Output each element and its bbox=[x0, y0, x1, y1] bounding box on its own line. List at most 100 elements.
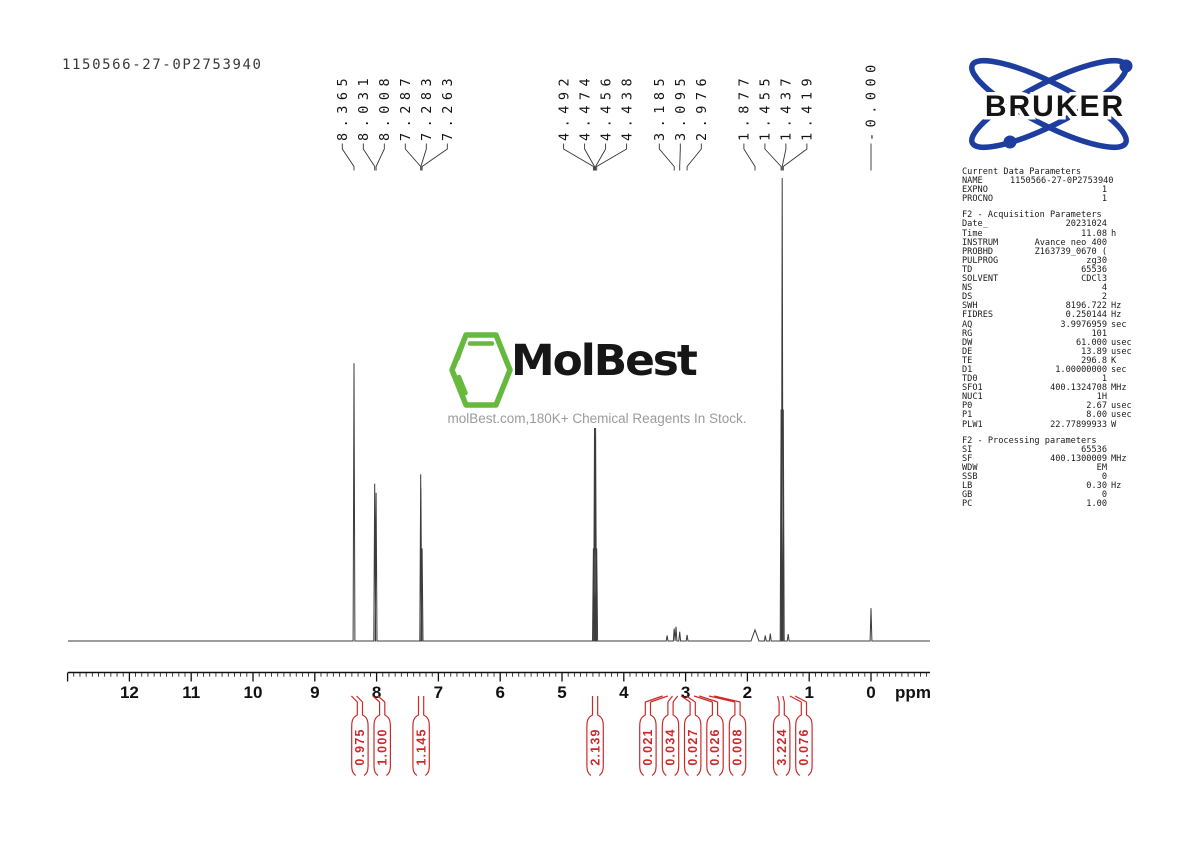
parameter-name: P0 bbox=[962, 401, 973, 412]
parameter-value: 3.9976959 bbox=[1060, 319, 1107, 330]
parameter-value: 400.1300009 bbox=[1050, 453, 1107, 464]
axis-tick-label: 4 bbox=[619, 683, 629, 702]
watermark-brand: MolBest bbox=[511, 336, 698, 386]
parameter-row: P0 2.67 usec bbox=[962, 402, 1138, 411]
parameter-value: 11.08 bbox=[1081, 228, 1107, 239]
peak-label: 4.438 bbox=[619, 73, 635, 141]
parameter-unit bbox=[1107, 275, 1138, 284]
peak-label-connector bbox=[584, 143, 595, 171]
parameter-value: Z163739_0670 ( bbox=[1034, 246, 1107, 257]
axis-tick-label: 9 bbox=[310, 683, 319, 702]
peak-label: 3.185 bbox=[652, 73, 668, 141]
parameter-unit: MHz bbox=[1111, 383, 1127, 394]
parameter-name: DS bbox=[962, 292, 973, 303]
peak-label-connector bbox=[782, 143, 808, 171]
parameter-unit: MHz bbox=[1111, 453, 1127, 464]
peak-label-connector bbox=[563, 143, 594, 171]
integral-bracket bbox=[372, 695, 391, 776]
parameter-name: PLW1 bbox=[962, 419, 983, 430]
parameter-row: TD 65536 bbox=[962, 265, 1138, 275]
peak-label-connector bbox=[743, 143, 756, 171]
parameter-row: SF 400.1300009 MHz bbox=[962, 453, 1138, 464]
parameter-name: DE bbox=[962, 346, 973, 357]
axis-tick-label: 7 bbox=[434, 683, 443, 702]
peak-label-connector bbox=[421, 143, 448, 171]
peak-label: 4.474 bbox=[577, 73, 593, 141]
parameter-section: F2 - Acquisition Parameters Date_ 20231024… bbox=[962, 211, 1138, 429]
peak-label-connector bbox=[595, 143, 607, 171]
peak-label: 8.008 bbox=[377, 73, 393, 141]
parameter-name: SWH bbox=[962, 301, 978, 312]
parameter-unit bbox=[1107, 284, 1138, 293]
x-axis: 12 11 10 9 8 7 6 5 4 3 2 1 0 ppm bbox=[66, 671, 931, 702]
peak-label: 1.455 bbox=[758, 73, 774, 141]
parameter-name: TD0 bbox=[962, 374, 978, 385]
parameter-name: PROCNO bbox=[962, 194, 994, 205]
parameter-name: RG bbox=[962, 328, 973, 339]
parameter-unit bbox=[1113, 177, 1144, 186]
atom-orbits-icon bbox=[969, 57, 1133, 151]
peak-labels: 8.365 8.031 8.008 7.287 7.283 7.263 4.492 4.474… bbox=[335, 59, 880, 141]
integral-bracket bbox=[412, 696, 430, 776]
parameter-unit bbox=[1107, 266, 1138, 275]
parameter-row: PLW1 22.77899933 W bbox=[962, 419, 1138, 430]
peak-label-connector bbox=[341, 143, 355, 171]
integral-bracket bbox=[586, 696, 604, 776]
axis-tick-label: 1 bbox=[804, 683, 813, 702]
integral-value: 0.026 bbox=[708, 728, 722, 765]
parameter-value: 8.00 bbox=[1086, 410, 1107, 421]
parameter-value: 2.67 bbox=[1086, 401, 1107, 412]
parameter-name: SOLVENT bbox=[962, 274, 999, 285]
parameter-name: NAME bbox=[962, 176, 983, 187]
peak-label: 4.456 bbox=[598, 73, 614, 141]
integral-value: 2.139 bbox=[588, 728, 602, 765]
axis-unit-label: ppm bbox=[895, 683, 931, 702]
parameter-name: Time bbox=[962, 228, 983, 239]
integral-bracket bbox=[693, 695, 724, 776]
parameter-value: Avance neo 400 bbox=[1034, 237, 1107, 248]
parameter-row: NUC1 1H bbox=[962, 393, 1138, 402]
parameter-row: PROCNO 1 bbox=[962, 195, 1138, 204]
parameter-row: SFO1 400.1324708 MHz bbox=[962, 384, 1138, 393]
bruker-logo: BRUKER bbox=[969, 57, 1133, 151]
integral-bracket bbox=[708, 695, 747, 776]
parameter-section: F2 - Processing parameters SI 65536 SF 400.1… bbox=[962, 435, 1138, 510]
parameter-row: NS 4 bbox=[962, 284, 1138, 293]
axis-tick-label: 10 bbox=[244, 683, 263, 702]
parameter-row: SWH 8196.722 Hz bbox=[962, 302, 1138, 311]
parameter-value: 61.000 bbox=[1075, 337, 1107, 348]
axis-tick-label: 11 bbox=[182, 683, 200, 702]
spectrum-trace bbox=[68, 177, 930, 642]
parameter-value: 0.30 bbox=[1086, 481, 1107, 492]
parameter-unit bbox=[1107, 186, 1138, 195]
axis-tick-label: 8 bbox=[372, 683, 381, 702]
axis-tick-label: 3 bbox=[681, 683, 690, 702]
watermark-tagline: molBest.com,180K+ Chemical Reagents In S… bbox=[447, 411, 747, 426]
integral-value: 0.021 bbox=[641, 728, 655, 765]
integral-value: 1.000 bbox=[375, 728, 389, 765]
parameter-value: 65536 bbox=[1081, 444, 1107, 455]
parameter-unit bbox=[1107, 500, 1138, 509]
parameter-section-header: F2 - Processing parameters bbox=[962, 435, 1097, 446]
parameter-name: NS bbox=[962, 283, 973, 294]
parameter-unit: usec bbox=[1111, 410, 1132, 421]
parameter-name: PULPROG bbox=[962, 255, 999, 266]
peak-label: 7.283 bbox=[419, 73, 435, 141]
parameter-value: EM bbox=[1096, 462, 1107, 473]
integral-value: 0.008 bbox=[731, 728, 745, 765]
parameter-section: Current Data Parameters NAME 1150566-27-0P… bbox=[962, 167, 1138, 204]
integral-bracket bbox=[639, 695, 668, 776]
peak-label: 3.095 bbox=[673, 73, 689, 141]
parameter-row: SSB 0 bbox=[962, 472, 1138, 482]
parameter-unit bbox=[1107, 239, 1138, 248]
parameter-unit: sec bbox=[1111, 364, 1127, 375]
parameter-value: 20231024 bbox=[1065, 219, 1107, 230]
axis-tick-label: 2 bbox=[743, 683, 752, 702]
parameter-name: TE bbox=[962, 355, 973, 366]
parameter-value: 1 bbox=[1101, 185, 1107, 196]
parameter-name: FIDRES bbox=[962, 310, 994, 321]
peak-label: 2.976 bbox=[694, 73, 710, 141]
peak-label: 8.365 bbox=[335, 73, 351, 141]
